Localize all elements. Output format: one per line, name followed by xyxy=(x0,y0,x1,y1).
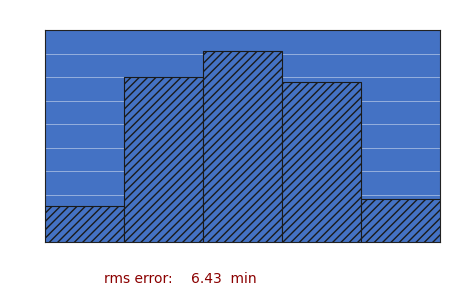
Bar xyxy=(282,82,361,242)
Text: rms error:: rms error: xyxy=(104,272,173,286)
Bar xyxy=(45,206,124,242)
Title: COUNT VS DEVIATION INTERVAL: COUNT VS DEVIATION INTERVAL xyxy=(106,11,380,26)
Bar xyxy=(124,77,203,242)
Bar xyxy=(203,51,282,242)
Text: 6.43  min: 6.43 min xyxy=(191,272,257,286)
Bar xyxy=(361,199,440,242)
